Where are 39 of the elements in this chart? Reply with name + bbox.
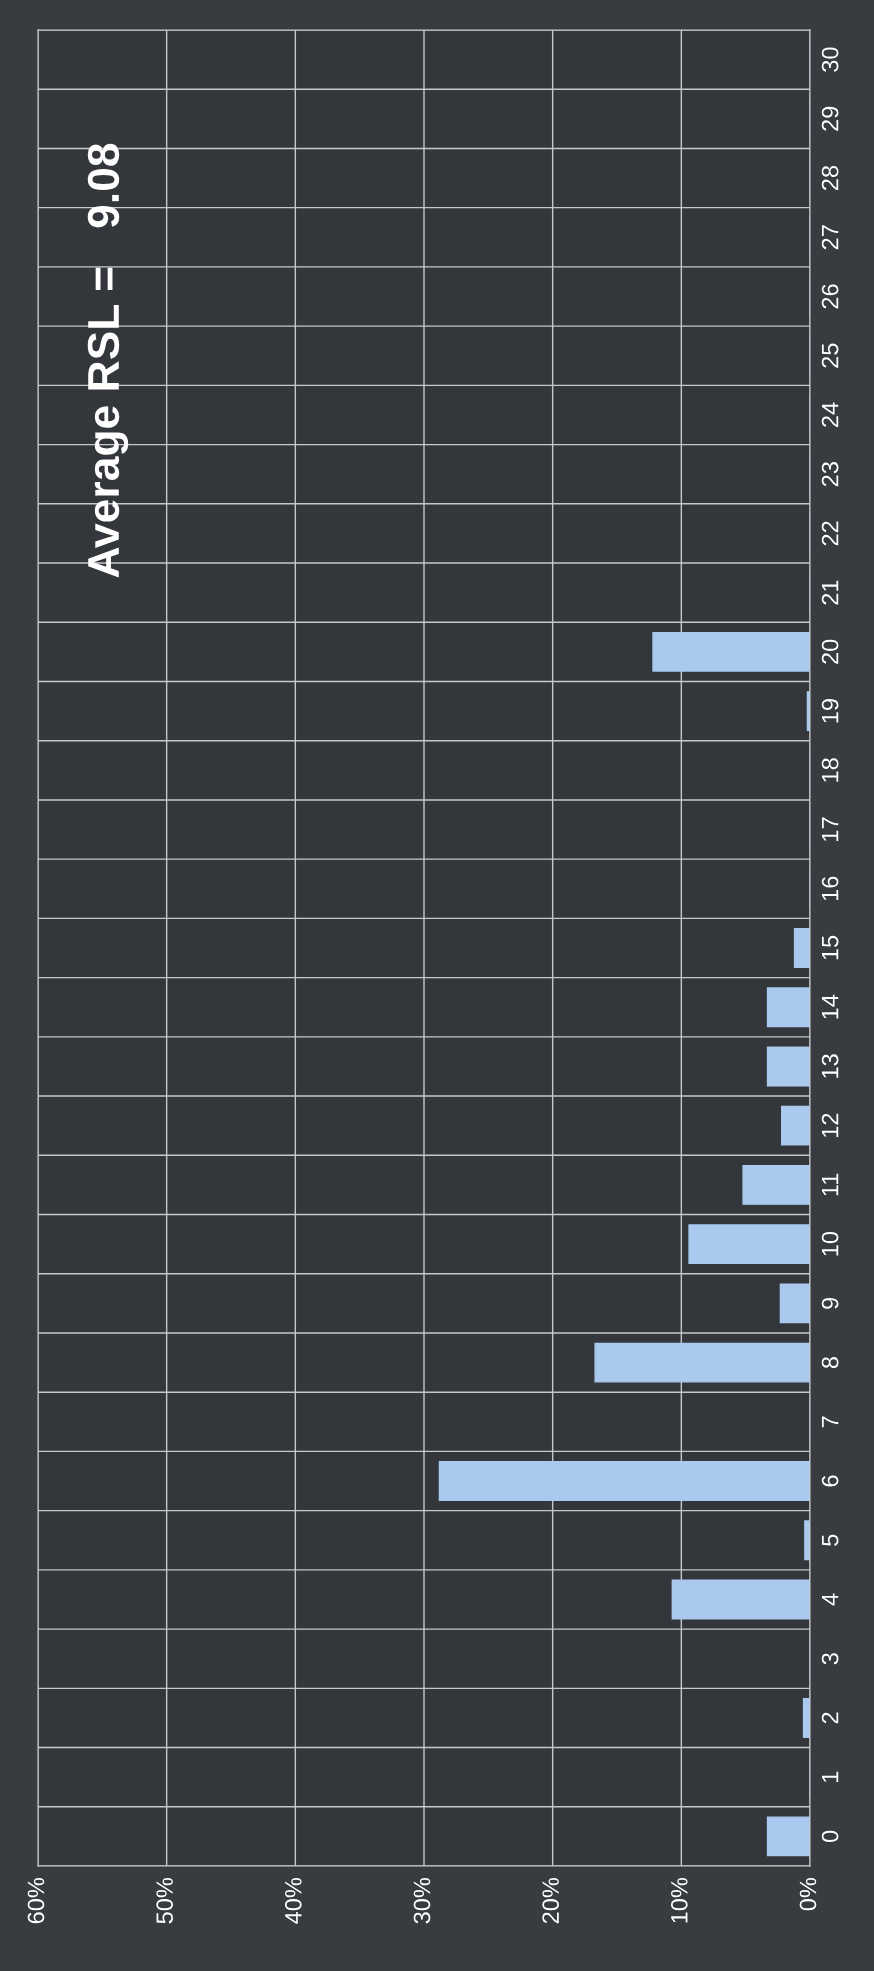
y-tick-label: 3 (821, 1653, 839, 1665)
y-tick-label: 7 (821, 1416, 839, 1428)
y-tick-label: 0 (821, 1830, 839, 1843)
y-tick-label: 12 (821, 1113, 839, 1138)
y-tick-label: 28 (821, 165, 839, 191)
y-tick-label: 15 (821, 935, 839, 960)
x-tick-label: 50% (156, 1877, 173, 1924)
x-tick-label: 10% (670, 1877, 688, 1923)
x-tick-label: 20% (542, 1877, 559, 1924)
y-tick-label: 26 (821, 284, 839, 309)
annotation: Average RSL = 9.08 (87, 143, 129, 578)
y-tick-label: 18 (821, 758, 839, 782)
y-tick-label: 5 (821, 1534, 839, 1546)
y-tick-label: 29 (821, 106, 839, 131)
x-tick-label: 0% (799, 1877, 817, 1911)
y-tick-label: 19 (821, 699, 839, 723)
y-tick-label: 16 (821, 876, 839, 901)
y-tick-label: 13 (821, 1054, 839, 1078)
y-tick-label: 4 (821, 1593, 839, 1606)
x-tick-label: 30% (413, 1877, 431, 1924)
y-tick-label: 25 (821, 343, 839, 368)
y-tick-label: 9 (821, 1297, 839, 1309)
y-tick-label: 17 (821, 817, 839, 841)
x-tick-label: 40% (284, 1877, 302, 1924)
y-tick-label: 21 (821, 580, 839, 605)
y-tick-label: 14 (821, 994, 839, 1019)
y-tick-label: 8 (821, 1357, 839, 1369)
y-tick-label: 30 (821, 47, 839, 72)
y-tick-label: 24 (821, 402, 839, 427)
y-tick-label: 6 (821, 1475, 839, 1487)
y-tick-label: 1 (821, 1771, 839, 1782)
y-tick-label: 22 (821, 521, 839, 546)
y-tick-label: 20 (821, 639, 839, 664)
y-tick-label: 11 (821, 1173, 839, 1196)
x-tick-label: 60% (27, 1877, 45, 1924)
y-tick-label: 10 (821, 1231, 839, 1256)
y-tick-label: 23 (821, 462, 839, 487)
y-tick-label: 2 (821, 1712, 839, 1724)
y-tick-label: 27 (821, 225, 839, 250)
